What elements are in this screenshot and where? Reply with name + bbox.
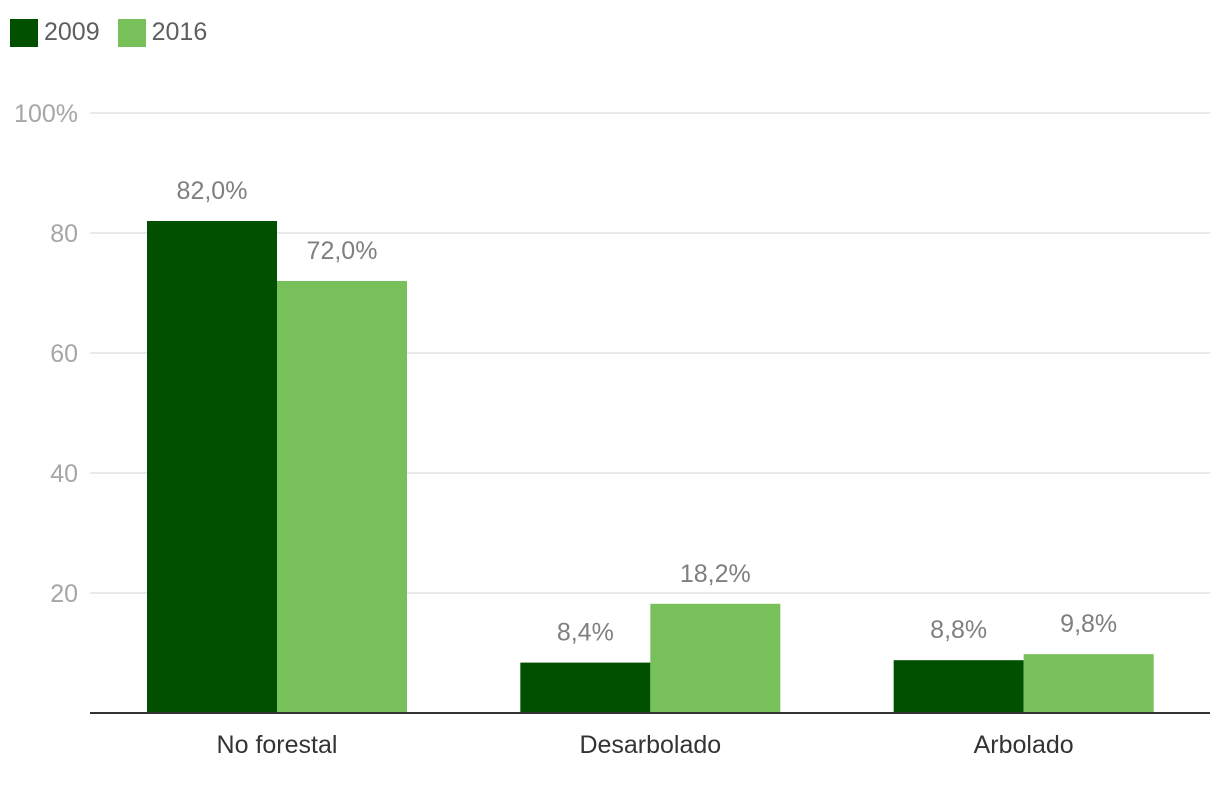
value-label-2016-1: 18,2%: [680, 560, 751, 588]
legend-label-2016: 2016: [151, 18, 208, 46]
y-tick-label-100: 100%: [14, 100, 78, 128]
value-label-2009-2: 8,8%: [930, 616, 987, 644]
y-tick-label-80: 80: [50, 220, 78, 248]
bar-2016-2: [1023, 654, 1154, 713]
legend-swatch-2016: [117, 18, 146, 47]
legend-swatch-2009: [10, 18, 38, 47]
bar-2009-2: [893, 660, 1024, 713]
bar-2009-1: [520, 662, 651, 713]
legend-item-2016[interactable]: 2016: [117, 18, 208, 47]
y-tick-label-40: 40: [50, 460, 78, 488]
y-tick-label-20: 20: [50, 580, 78, 608]
y-tick-label-60: 60: [50, 340, 78, 368]
bar-2016-1: [650, 603, 781, 713]
category-label-0: No forestal: [217, 731, 338, 759]
category-label-1: Desarbolado: [579, 731, 721, 759]
value-label-2016-2: 9,8%: [1060, 610, 1117, 638]
value-label-2009-0: 82,0%: [177, 177, 248, 205]
bar-2009-0: [147, 221, 277, 713]
legend: 2009 2016: [10, 18, 207, 47]
legend-item-2009[interactable]: 2009: [10, 18, 100, 47]
value-label-2009-1: 8,4%: [557, 619, 614, 647]
category-label-2: Arbolado: [974, 731, 1074, 759]
value-label-2016-0: 72,0%: [307, 237, 378, 265]
bar-2016-0: [277, 281, 407, 713]
legend-label-2009: 2009: [44, 18, 100, 46]
